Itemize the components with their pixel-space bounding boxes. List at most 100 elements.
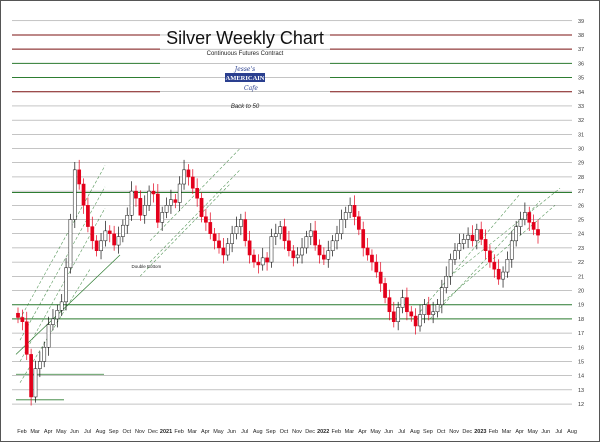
x-label-4: Jun xyxy=(70,429,79,435)
x-label-0: Feb xyxy=(17,429,26,435)
candle-body-24 xyxy=(121,224,125,237)
y-tick-39: 39 xyxy=(578,19,584,25)
candle-body-39 xyxy=(186,169,191,178)
y-tick-31: 31 xyxy=(578,132,584,138)
candle-body-94 xyxy=(426,304,431,315)
candle-body-28 xyxy=(138,197,143,216)
candle-body-33 xyxy=(160,212,165,223)
candle-body-49 xyxy=(230,233,234,244)
y-tick-12: 12 xyxy=(578,402,584,408)
channel-1-0 xyxy=(149,169,241,263)
candle-body-16 xyxy=(86,205,90,227)
candle-body-74 xyxy=(339,219,344,234)
y-tick-18: 18 xyxy=(578,317,584,323)
candle-body-115 xyxy=(518,219,523,227)
candle-body-37 xyxy=(177,183,182,203)
x-label-8: Oct xyxy=(122,429,131,435)
x-label-38: Apr xyxy=(515,429,524,435)
candle-body-70 xyxy=(322,254,326,260)
x-label-17: Jul xyxy=(241,429,248,435)
candle-body-95 xyxy=(431,311,435,315)
candle-body-38 xyxy=(182,169,186,185)
candle-body-2 xyxy=(24,321,29,355)
candle-body-104 xyxy=(470,234,475,242)
candle-body-12 xyxy=(68,219,73,269)
channel-0-1 xyxy=(19,186,106,341)
back-to-50-link[interactable]: Back to 50 xyxy=(230,104,260,110)
candle-body-6 xyxy=(42,347,47,362)
candle-body-118 xyxy=(531,222,536,230)
candle-body-4 xyxy=(33,368,38,398)
candle-body-8 xyxy=(51,318,55,325)
candle-body-17 xyxy=(90,226,95,242)
x-label-27: May xyxy=(370,429,381,435)
x-label-40: Jun xyxy=(541,429,550,435)
candle-body-75 xyxy=(343,212,348,220)
candle-body-82 xyxy=(374,261,379,273)
candle-body-92 xyxy=(418,314,422,327)
candle-body-109 xyxy=(492,261,497,270)
x-label-23: 2022 xyxy=(317,429,329,435)
candle-body-31 xyxy=(151,190,156,195)
candle-body-53 xyxy=(247,240,252,256)
y-tick-33: 33 xyxy=(578,104,584,110)
y-tick-26: 26 xyxy=(578,203,584,209)
candle-body-72 xyxy=(330,240,335,251)
y-tick-35: 35 xyxy=(578,76,584,82)
y-tick-14: 14 xyxy=(578,374,584,380)
candle-body-114 xyxy=(514,226,519,242)
candle-body-29 xyxy=(142,205,147,216)
x-label-9: Nov xyxy=(135,429,145,435)
title-block: Silver Weekly Chart Continuous Futures C… xyxy=(160,28,330,110)
candle-body-90 xyxy=(409,311,414,317)
candle-body-22 xyxy=(112,233,116,246)
candle-body-19 xyxy=(99,240,103,251)
candle-body-26 xyxy=(129,190,134,216)
candle-body-119 xyxy=(536,229,540,236)
candle-body-103 xyxy=(466,234,470,240)
x-label-32: Oct xyxy=(437,429,446,435)
x-label-41: Jul xyxy=(555,429,562,435)
candle-body-56 xyxy=(260,257,265,266)
candle-body-84 xyxy=(383,283,387,298)
candle-body-62 xyxy=(287,240,291,251)
candle-body-80 xyxy=(365,247,370,256)
candle-body-25 xyxy=(125,215,130,226)
candle-body-78 xyxy=(356,216,361,230)
y-tick-32: 32 xyxy=(578,118,584,124)
candle-body-81 xyxy=(370,254,374,263)
y-tick-21: 21 xyxy=(578,274,584,280)
candle-body-69 xyxy=(317,244,322,256)
candle-body-73 xyxy=(335,233,339,242)
candle-body-76 xyxy=(348,205,352,213)
annotations: Double Bottom xyxy=(132,264,162,269)
y-tick-16: 16 xyxy=(578,345,584,351)
x-label-37: Mar xyxy=(502,429,512,435)
y-tick-30: 30 xyxy=(578,147,584,153)
candle-body-64 xyxy=(295,254,300,259)
channel-0-0 xyxy=(19,165,106,320)
x-label-19: Sep xyxy=(266,429,276,435)
x-label-13: Mar xyxy=(187,429,197,435)
y-tick-25: 25 xyxy=(578,218,584,224)
x-label-31: Sep xyxy=(423,429,433,435)
candle-body-79 xyxy=(361,229,366,249)
candle-body-18 xyxy=(94,240,99,251)
candle-body-48 xyxy=(225,243,230,256)
y-tick-36: 36 xyxy=(578,61,584,67)
x-label-24: Feb xyxy=(332,429,341,435)
candle-body-27 xyxy=(134,190,138,199)
chart-title: Silver Weekly Chart xyxy=(166,28,324,48)
candle-body-71 xyxy=(326,250,331,260)
candle-body-43 xyxy=(204,216,208,223)
x-label-30: Aug xyxy=(410,429,420,435)
candle-body-9 xyxy=(55,310,60,320)
candle-body-93 xyxy=(422,304,427,315)
candle-body-108 xyxy=(488,250,492,263)
logo-line1: Jesse's xyxy=(233,66,255,73)
candle-body-113 xyxy=(509,240,514,260)
candle-body-20 xyxy=(103,230,108,242)
candle-body-50 xyxy=(234,226,239,234)
candle-body-112 xyxy=(505,259,510,273)
americain-cafe-logo: Jesse's AMERICAIN Cafe xyxy=(225,66,265,92)
